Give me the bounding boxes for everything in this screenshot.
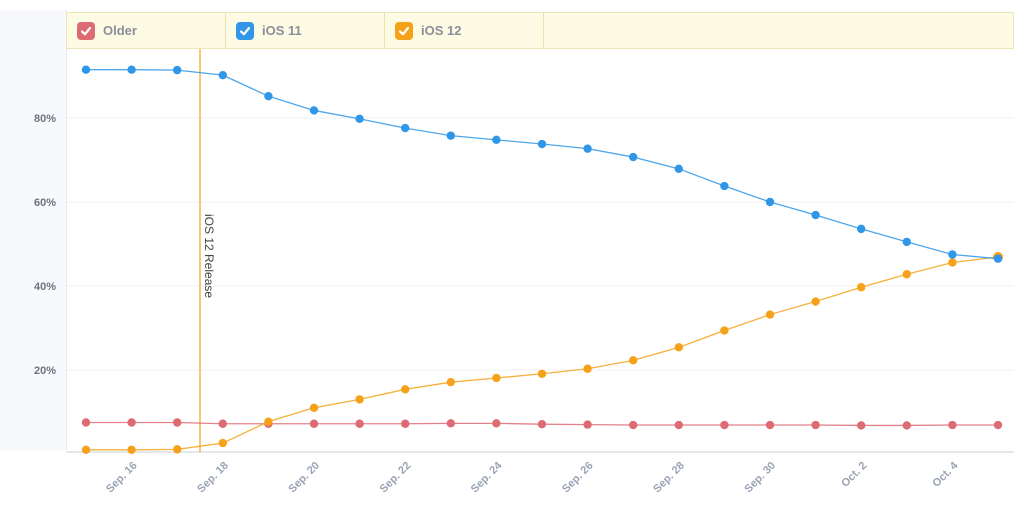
data-point — [537, 419, 547, 429]
data-point — [309, 106, 319, 115]
legend: Older iOS 11 iOS 12 — [66, 12, 1014, 49]
x-tick-label: Sep. 24 — [469, 459, 505, 495]
data-point — [811, 297, 820, 306]
checkbox-checked-icon[interactable] — [395, 21, 413, 40]
y-tick-label: 60% — [34, 197, 56, 209]
legend-label: iOS 11 — [262, 23, 302, 38]
data-point — [765, 310, 775, 319]
data-point — [492, 373, 501, 383]
data-point — [355, 419, 364, 428]
x-tick-label: Oct. 2 — [839, 460, 869, 490]
data-point — [993, 420, 1003, 430]
data-point — [492, 135, 501, 145]
release-label: iOS 12 Release — [202, 214, 216, 298]
data-point — [857, 421, 866, 430]
series-lines — [81, 65, 1003, 454]
data-point — [583, 144, 592, 153]
x-tick-label: Sep. 28 — [651, 460, 687, 496]
data-point — [902, 270, 911, 279]
release-annotation: iOS 12 Release — [199, 49, 216, 452]
data-point — [674, 164, 683, 174]
x-tick-label: Sep. 18 — [195, 460, 231, 496]
data-point — [629, 152, 638, 162]
data-point — [309, 403, 319, 412]
checkbox-checked-icon[interactable] — [236, 21, 254, 40]
legend-item-ios12[interactable]: iOS 12 — [385, 13, 544, 48]
series-ios11 — [81, 65, 1003, 263]
data-point — [81, 445, 91, 454]
data-point — [811, 210, 820, 220]
legend-item-older[interactable]: Older — [67, 13, 226, 48]
data-point — [583, 364, 592, 373]
data-point — [629, 356, 638, 365]
data-point — [218, 70, 227, 80]
data-point — [811, 420, 820, 430]
series-ios12 — [81, 252, 1003, 454]
data-point — [355, 114, 364, 124]
data-point — [629, 420, 638, 430]
data-point — [264, 91, 273, 101]
y-axis-panel — [0, 10, 67, 450]
checkbox-checked-icon[interactable] — [77, 21, 95, 40]
data-point — [993, 254, 1003, 263]
legend-item-ios11[interactable]: iOS 11 — [226, 13, 385, 48]
data-point — [537, 139, 547, 149]
data-point — [355, 395, 364, 404]
series-older — [81, 418, 1003, 430]
data-point — [218, 438, 227, 448]
data-point — [902, 237, 911, 247]
data-point — [173, 65, 182, 75]
data-point — [765, 197, 775, 207]
legend-label: iOS 12 — [421, 23, 462, 38]
y-tick-label: 20% — [34, 365, 56, 377]
y-tick-label: 80% — [34, 113, 56, 125]
data-point — [173, 445, 182, 454]
x-tick-label: Sep. 26 — [560, 460, 596, 496]
data-point — [446, 131, 455, 140]
x-tick-label: Sep. 16 — [104, 460, 140, 496]
data-point — [902, 421, 911, 430]
y-axis-ticks: 20% 40% 60% 80% — [34, 113, 56, 377]
data-point — [81, 65, 91, 74]
data-point — [401, 419, 410, 428]
y-tick-label: 40% — [34, 281, 56, 293]
data-point — [948, 258, 957, 267]
data-point — [446, 377, 455, 387]
data-point — [127, 418, 136, 427]
data-point — [537, 369, 547, 378]
x-axis-ticks: Sep. 16 Sep. 18 Sep. 20 Sep. 22 Sep. 24 Sep. … — [104, 459, 961, 495]
data-point — [401, 385, 410, 394]
data-point — [309, 419, 319, 428]
data-point — [674, 420, 683, 430]
data-point — [218, 419, 227, 428]
gridlines — [66, 117, 1014, 371]
data-point — [948, 420, 957, 430]
data-point — [765, 420, 775, 430]
data-point — [127, 65, 136, 74]
data-point — [857, 224, 866, 234]
data-point — [720, 181, 729, 191]
legend-label: Older — [103, 23, 137, 38]
data-point — [127, 445, 136, 454]
x-tick-label: Sep. 22 — [378, 460, 414, 496]
data-point — [857, 283, 866, 292]
data-point — [173, 418, 182, 427]
data-point — [81, 418, 91, 427]
x-tick-label: Oct. 4 — [930, 459, 961, 490]
data-point — [583, 420, 592, 429]
x-tick-label: Sep. 20 — [286, 460, 322, 496]
data-point — [264, 417, 273, 426]
data-point — [446, 419, 455, 428]
x-tick-label: Sep. 30 — [742, 460, 778, 496]
data-point — [720, 420, 729, 430]
data-point — [674, 343, 683, 352]
data-point — [720, 326, 729, 335]
data-point — [401, 123, 410, 133]
data-point — [948, 250, 957, 259]
data-point — [492, 419, 501, 428]
